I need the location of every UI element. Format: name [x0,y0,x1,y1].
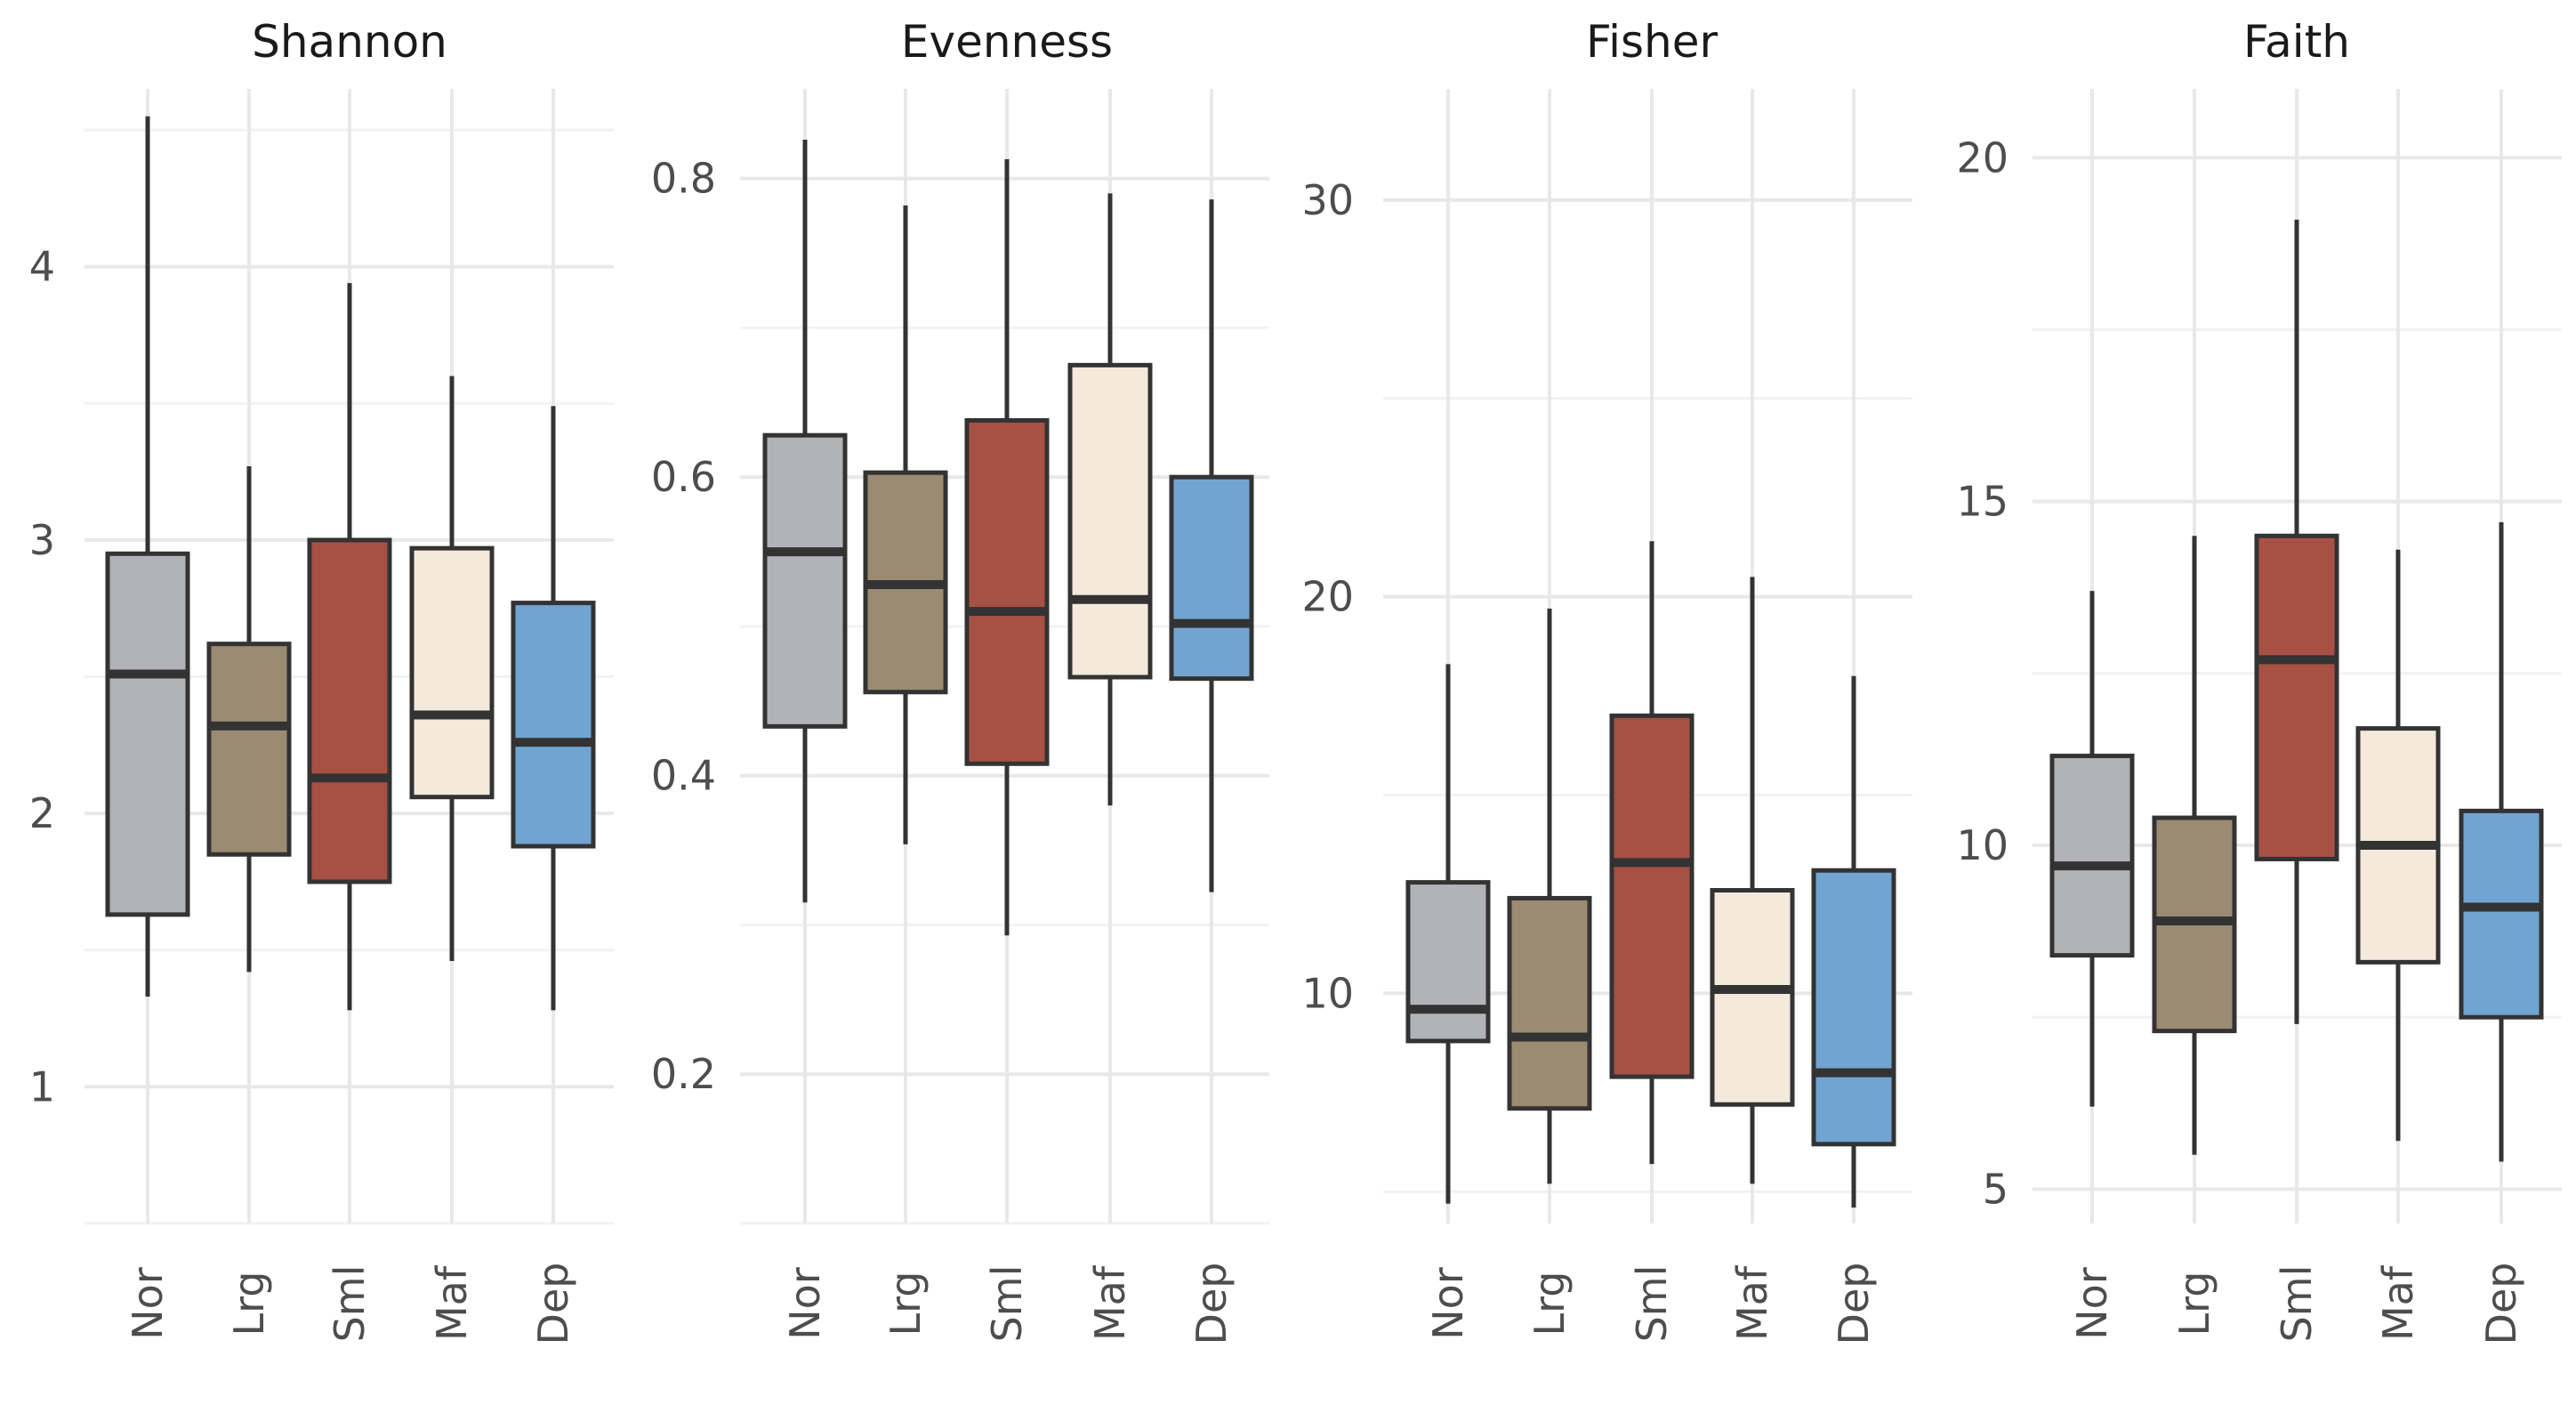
box-iqr [2049,754,2135,958]
y-tick-label: 0.2 [651,1050,716,1098]
box-iqr [105,551,190,917]
panels: 1 2 3 4 Shannon Nor Lrg Sml Maf Dep 0.2 0.4 0.6 0.8 Ev… [29,16,2562,1344]
box-nor [762,140,848,903]
panel-title: Shannon [252,16,447,68]
x-tick-label: Maf [1728,1264,1776,1341]
y-tick-label: 10 [1956,821,2008,869]
box-iqr [307,537,392,884]
box-nor [2049,591,2135,1107]
x-tick-label: Lrg [2170,1272,2218,1336]
x-tick-label: Sml [326,1265,374,1343]
y-tick-label: 30 [1301,176,1354,224]
x-tick-label: Lrg [1525,1272,1574,1336]
box-sml [307,283,392,1011]
x-tick-label: Lrg [881,1272,930,1336]
x-tick-label: Maf [428,1264,476,1341]
box-iqr [1710,888,1795,1107]
box-maf [2355,549,2441,1142]
box-dep [511,406,596,1011]
y-tick-label: 0.8 [651,155,716,203]
y-tick-label: 5 [1983,1165,2008,1213]
box-lrg [206,465,292,973]
box-lrg [2152,536,2237,1155]
box-iqr [409,545,495,800]
box-lrg [863,205,948,844]
x-tick-label: Sml [1628,1265,1676,1343]
y-tick-label: 20 [1301,573,1354,621]
x-tick-label: Lrg [225,1272,273,1336]
y-tick-label: 1 [29,1062,55,1110]
box-maf [409,375,495,962]
y-tick-label: 4 [29,243,55,291]
y-tick-label: 20 [1956,133,2008,182]
x-tick-label: Nor [124,1267,172,1340]
y-tick-label: 0.4 [651,752,716,800]
x-tick-label: Maf [2374,1264,2422,1341]
box-iqr [1609,713,1695,1079]
box-maf [1067,193,1153,806]
box-dep [1811,675,1896,1208]
panel-fisher: 10 20 30 Fisher Nor Lrg Sml Maf Dep [1301,16,1912,1344]
x-tick-label: Nor [1424,1267,1472,1340]
x-tick-label: Dep [1830,1263,1878,1345]
y-tick-label: 10 [1301,969,1354,1017]
x-tick-label: Nor [2068,1267,2116,1340]
x-tick-label: Nor [781,1267,829,1340]
box-iqr [2459,808,2544,1020]
box-iqr [1811,868,1896,1147]
x-tick-label: Sml [2273,1265,2321,1343]
panel-title: Evenness [901,16,1113,68]
y-tick-label: 2 [29,789,55,837]
box-iqr [206,642,292,857]
panel-evenness: 0.2 0.4 0.6 0.8 Evenness Nor Lrg Sml Maf Dep [651,16,1269,1344]
box-iqr [1507,895,1592,1111]
x-tick-label: Sml [983,1265,1031,1343]
box-lrg [1507,609,1592,1184]
panel-title: Faith [2243,16,2350,68]
x-tick-label: Dep [2477,1263,2525,1345]
y-tick-label: 3 [29,516,55,564]
box-iqr [1169,474,1254,682]
box-iqr [511,601,596,849]
box-iqr [964,417,1050,766]
box-sml [964,158,1050,936]
box-dep [1169,199,1254,892]
box-maf [1710,577,1795,1184]
x-tick-label: Maf [1086,1264,1134,1341]
box-iqr [1067,362,1153,680]
box-sml [2254,219,2339,1024]
box-iqr [2254,533,2339,861]
panel-title: Fisher [1586,16,1719,68]
box-sml [1609,541,1695,1165]
panel-shannon: 1 2 3 4 Shannon Nor Lrg Sml Maf Dep [29,16,614,1344]
box-iqr [762,432,848,729]
x-tick-label: Dep [1187,1263,1236,1345]
y-tick-label: 0.6 [651,453,716,501]
panel-faith: 5 10 15 20 Faith Nor Lrg Sml Maf Dep [1956,16,2562,1344]
box-dep [2459,521,2544,1162]
box-iqr [1405,880,1491,1044]
box-nor [105,116,190,997]
y-tick-label: 15 [1956,478,2008,526]
box-nor [1405,664,1491,1204]
x-tick-label: Dep [529,1263,577,1345]
